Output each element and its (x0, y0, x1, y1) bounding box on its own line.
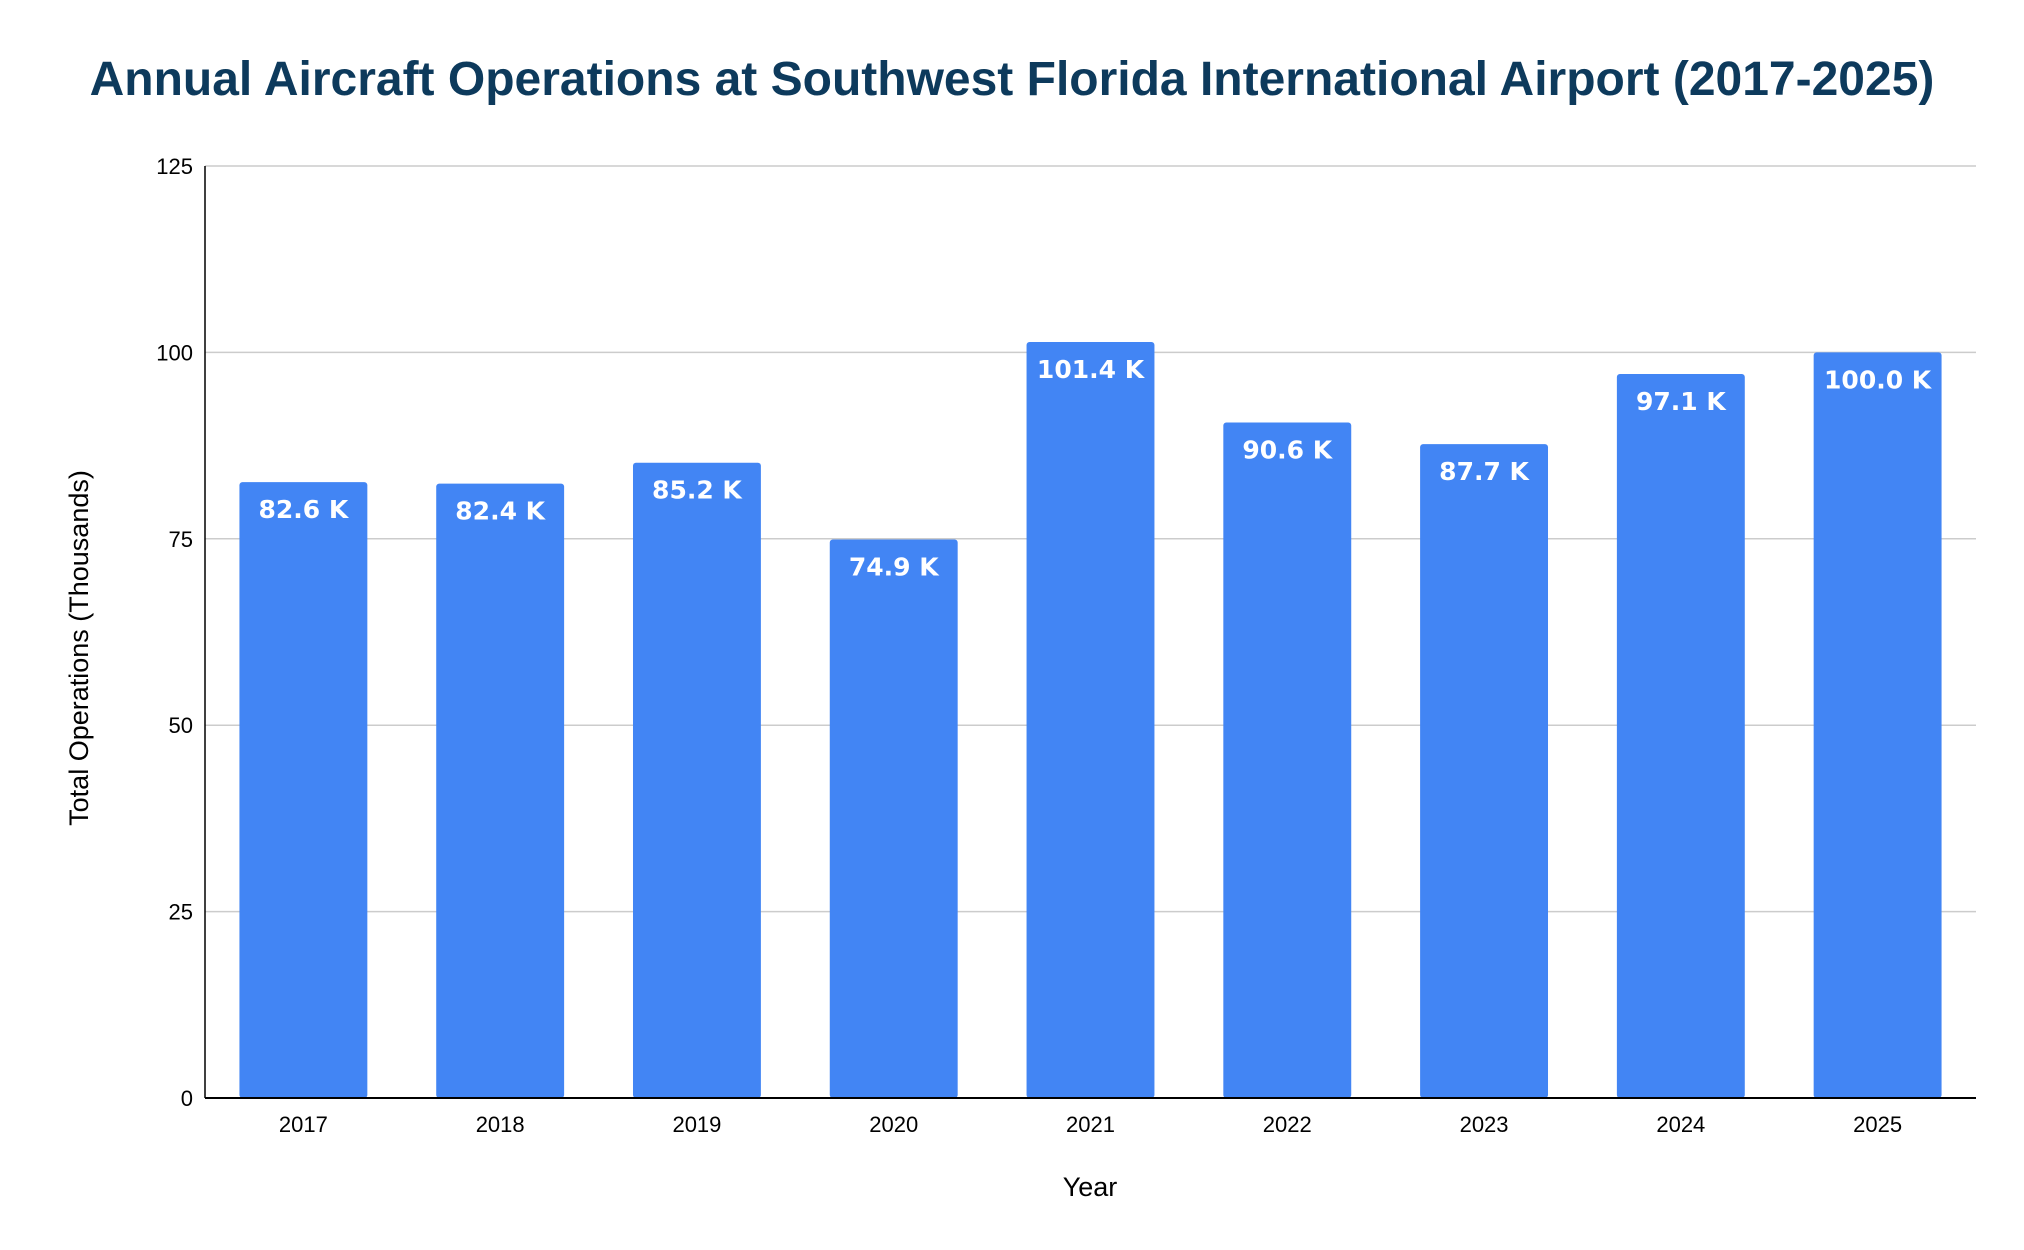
x-tick-label-2020: 2020 (869, 1112, 918, 1137)
bar-2021 (1026, 341, 1155, 1098)
bar-2025 (1813, 352, 1942, 1098)
y-tick-label: 0 (181, 1086, 193, 1111)
bar-2022 (1223, 422, 1352, 1098)
data-label-2021: 101.4 K (1037, 355, 1146, 384)
data-labels: 82.6 K 82.4 K 85.2 K 74.9 K 101.4 K 90.6 K 87.… (259, 355, 1933, 582)
bar-2024 (1616, 374, 1745, 1098)
data-label-2018: 82.4 K (455, 497, 546, 526)
bar-2017 (239, 482, 368, 1098)
axes (204, 166, 1976, 1099)
x-axis-title: Year (1063, 1172, 1118, 1202)
x-tick-label-2021: 2021 (1066, 1112, 1115, 1137)
bar-2020 (829, 539, 958, 1098)
data-label-2017: 82.6 K (259, 495, 350, 524)
data-label-2022: 90.6 K (1242, 435, 1333, 464)
x-tick-label-2025: 2025 (1853, 1112, 1902, 1137)
chart-title: Annual Aircraft Operations at Southwest … (89, 53, 1935, 106)
x-tick-labels: 2017 2018 2019 2020 2021 2022 2023 2024 2025 (279, 1112, 1902, 1137)
y-tick-labels: 0 25 50 75 100 125 (156, 154, 193, 1111)
y-tick-label: 100 (156, 340, 193, 365)
data-label-2020: 74.9 K (849, 553, 940, 582)
x-tick-label-2017: 2017 (279, 1112, 328, 1137)
data-label-2025: 100.0 K (1824, 365, 1933, 394)
x-tick-label-2018: 2018 (476, 1112, 525, 1137)
x-tick-label-2022: 2022 (1263, 1112, 1312, 1137)
bar-2018 (436, 483, 565, 1098)
y-tick-label: 125 (156, 154, 193, 179)
x-tick-label-2024: 2024 (1656, 1112, 1705, 1137)
data-label-2019: 85.2 K (652, 476, 743, 505)
data-label-2024: 97.1 K (1636, 387, 1727, 416)
bar-2023 (1420, 444, 1549, 1099)
bar-2019 (632, 462, 761, 1099)
y-tick-label: 50 (169, 713, 193, 738)
y-axis-title: Total Operations (Thousands) (64, 470, 94, 826)
y-tick-label: 75 (169, 527, 193, 552)
bars (239, 341, 1942, 1099)
x-tick-label-2019: 2019 (672, 1112, 721, 1137)
x-tick-label-2023: 2023 (1460, 1112, 1509, 1137)
y-tick-label: 25 (169, 900, 193, 925)
data-label-2023: 87.7 K (1439, 457, 1530, 486)
